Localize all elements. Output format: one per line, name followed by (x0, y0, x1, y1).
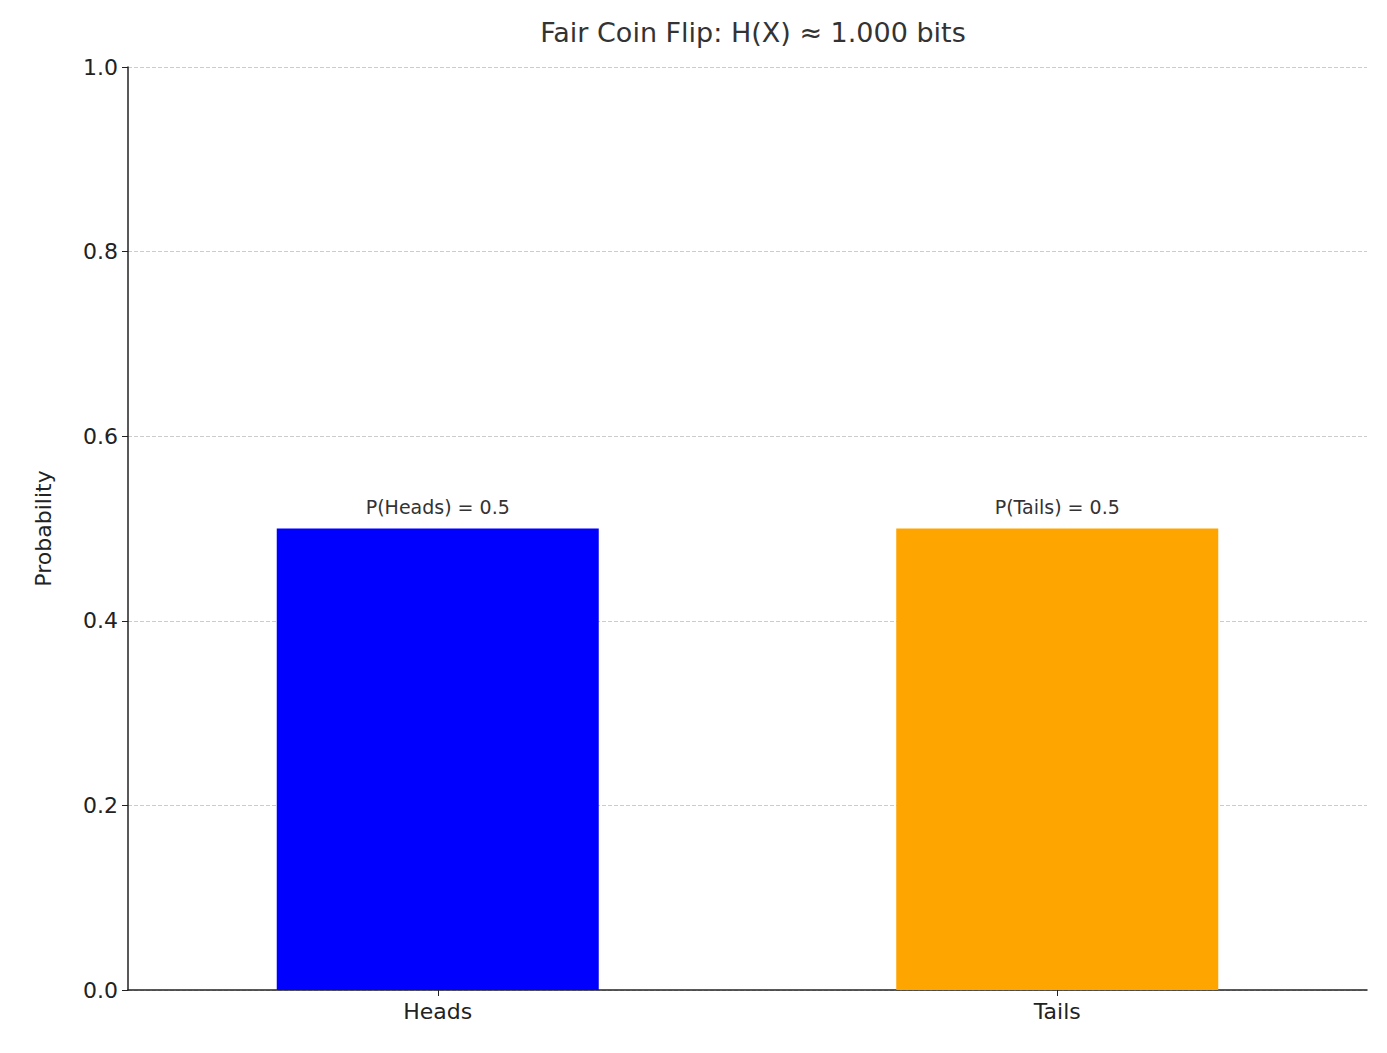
svg-text:0.6: 0.6 (83, 424, 118, 449)
svg-text:Tails: Tails (1033, 999, 1081, 1024)
svg-text:P(Heads) = 0.5: P(Heads) = 0.5 (366, 496, 510, 518)
svg-text:0.0: 0.0 (83, 978, 118, 1003)
svg-text:Heads: Heads (403, 999, 472, 1024)
svg-text:0.4: 0.4 (83, 608, 118, 633)
svg-text:0.2: 0.2 (83, 793, 118, 818)
svg-text:P(Tails) = 0.5: P(Tails) = 0.5 (995, 496, 1120, 518)
svg-text:0.8: 0.8 (83, 239, 118, 264)
svg-text:1.0: 1.0 (83, 55, 118, 80)
svg-text:Fair Coin Flip: H(X) ≈ 1.000 b: Fair Coin Flip: H(X) ≈ 1.000 bits (540, 17, 966, 48)
svg-text:Probability: Probability (31, 470, 56, 586)
